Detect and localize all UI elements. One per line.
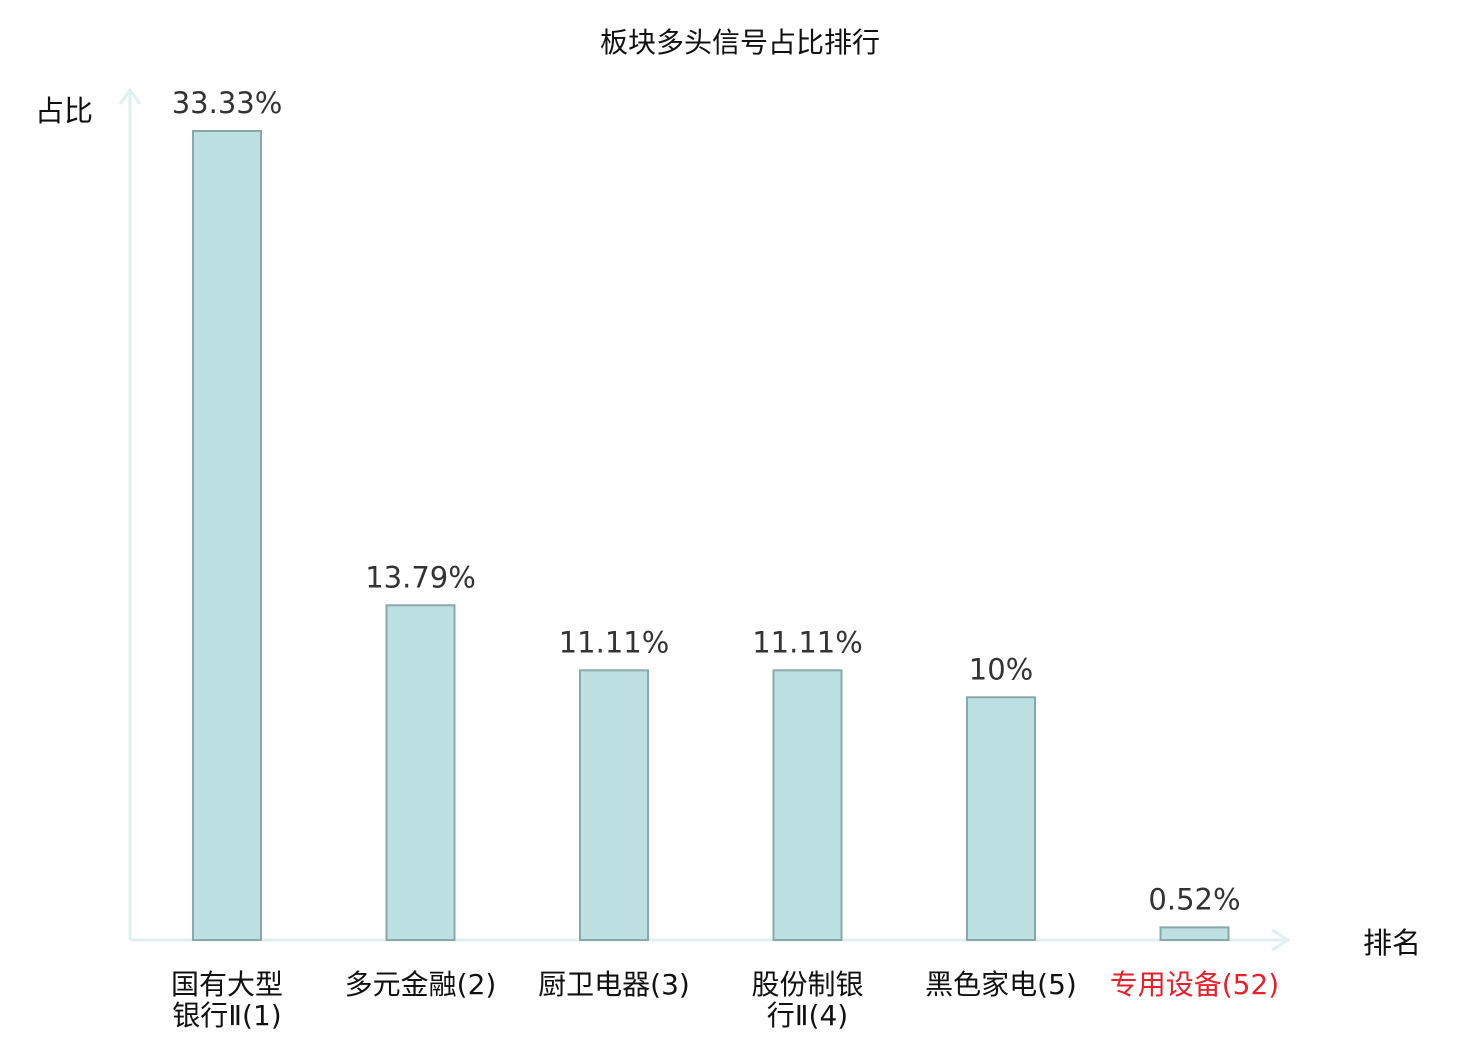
bar <box>385 604 456 941</box>
category-tick-label-line: 厨卫电器(3) <box>538 968 690 1001</box>
category-tick-label: 专用设备(52) <box>1110 968 1279 1001</box>
bar <box>1159 926 1230 942</box>
bar <box>772 669 843 941</box>
bar-value-label: 11.11% <box>752 625 863 659</box>
chart-title: 板块多头信号占比排行 <box>600 26 880 59</box>
category-labels-group: 国有大型银行Ⅱ(1) 多元金融(2) 厨卫电器(3) 股份制银行Ⅱ(4) 黑色家电(5)… <box>171 968 1279 1032</box>
bar-value-label: 11.11% <box>559 625 670 659</box>
category-tick-label-line: 行Ⅱ(4) <box>767 999 848 1032</box>
category-tick-label: 股份制银行Ⅱ(4) <box>751 968 863 1032</box>
category-tick-label: 厨卫电器(3) <box>538 968 690 1001</box>
category-tick-label-line: 多元金融(2) <box>345 968 497 1001</box>
bar <box>192 130 262 941</box>
bars-group <box>192 130 1230 942</box>
category-tick-label-line: 黑色家电(5) <box>925 968 1077 1001</box>
bar-value-label: 33.33% <box>172 86 283 120</box>
category-tick-label: 多元金融(2) <box>345 968 497 1001</box>
bar <box>579 669 649 941</box>
category-tick-label-line: 国有大型 <box>171 968 283 1001</box>
x-axis-label: 排名 <box>1363 926 1421 960</box>
category-tick-label: 黑色家电(5) <box>925 968 1077 1001</box>
category-tick-label: 国有大型银行Ⅱ(1) <box>171 968 283 1032</box>
bar-value-label: 13.79% <box>365 560 476 594</box>
category-tick-label-line: 银行Ⅱ(1) <box>172 999 281 1032</box>
x-axis-arrow <box>1271 928 1291 952</box>
bar-value-label: 10% <box>969 652 1033 686</box>
y-axis-arrow <box>118 87 142 105</box>
category-tick-label-line: 股份制银 <box>751 968 863 1001</box>
y-axis-label: 占比 <box>35 94 93 128</box>
value-labels-group: 33.33% 13.79% 11.11% 11.11% 10% 0.52% <box>172 86 1241 916</box>
bar-value-label: 0.52% <box>1148 882 1240 916</box>
category-tick-label-line: 专用设备(52) <box>1110 968 1279 1001</box>
bar <box>966 696 1036 942</box>
